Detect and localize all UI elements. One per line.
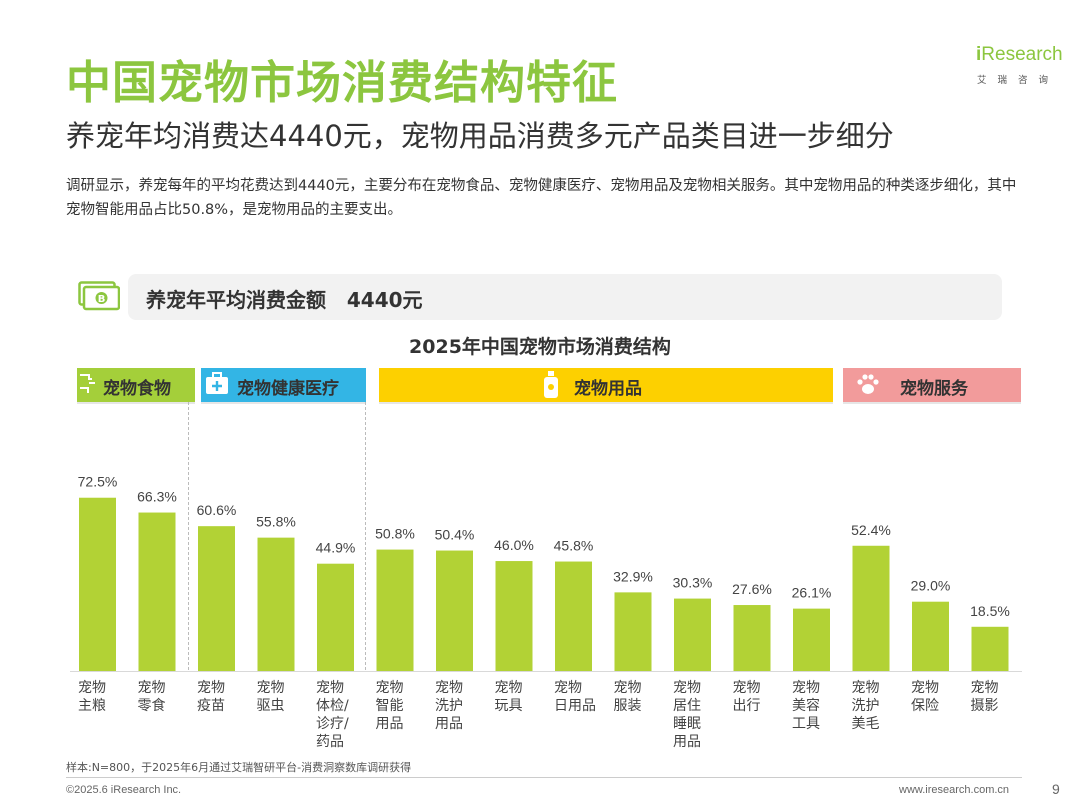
- chart-title: 2025年中国宠物市场消费结构: [409, 336, 671, 358]
- category-tick-label: 宠物出行: [733, 680, 761, 714]
- iresearch-logo: iResearch 艾瑞咨询: [976, 44, 1063, 86]
- category-tick-label: 宠物保险: [911, 680, 939, 714]
- bar-value-label: 30.3%: [673, 575, 713, 591]
- page-number: 9: [1052, 781, 1060, 797]
- bar-value-label: 52.4%: [851, 522, 891, 538]
- money-icon: B: [78, 281, 120, 311]
- page-title: 中国宠物市场消费结构特征: [66, 56, 619, 109]
- bar: [198, 526, 235, 671]
- website-link[interactable]: www.iresearch.com.cn: [899, 784, 1010, 796]
- bar: [138, 512, 176, 671]
- bar-value-label: 32.9%: [613, 568, 653, 584]
- bar-value-label: 46.0%: [494, 537, 534, 553]
- bar: [79, 497, 116, 671]
- category-tick-label: 宠物美容工具: [792, 680, 820, 732]
- bar-value-label: 18.5%: [970, 603, 1010, 619]
- category-tick-label: 宠物玩具: [495, 680, 523, 714]
- food-icon: [80, 374, 95, 393]
- summary-panel: [128, 274, 1002, 320]
- group-separator: [365, 402, 366, 670]
- bar-value-label: 60.6%: [197, 502, 237, 518]
- page-description: 调研显示，养宠每年的平均花费达到4440元，主要分布在宠物食品、宠物健康医疗、宠…: [66, 178, 1017, 218]
- bar-value-label: 27.6%: [732, 581, 772, 597]
- bar-value-label: 72.5%: [78, 474, 118, 490]
- category-label-services: 宠物服务: [900, 379, 968, 399]
- svg-text:B: B: [98, 294, 106, 305]
- bar: [793, 608, 830, 671]
- bar: [436, 550, 473, 671]
- bar: [912, 601, 949, 671]
- category-tick-label: 宠物体检/诊疗/药品: [316, 680, 349, 750]
- group-separator: [188, 402, 189, 670]
- summary-value: 4440元: [346, 288, 423, 312]
- category-header-food: 宠物食物: [77, 368, 195, 404]
- category-label-supplies: 宠物用品: [574, 379, 642, 399]
- bar-value-label: 55.8%: [256, 514, 296, 530]
- category-header-supplies: 宠物用品: [379, 368, 833, 404]
- category-tick-label: 宠物居住睡眠用品: [673, 680, 701, 750]
- category-tick-label: 宠物洗护美毛: [852, 680, 880, 732]
- category-header-services: 宠物服务: [843, 368, 1021, 404]
- bar-value-label: 50.4%: [435, 527, 475, 543]
- bar-value-label: 29.0%: [911, 578, 951, 594]
- bar-value-label: 66.3%: [137, 489, 177, 505]
- bar-chart: 72.5% 宠物主粮 66.3% 宠物零食 60.6% 宠物疫苗 55.8% 宠物驱虫 44.9…: [70, 474, 1022, 750]
- summary-text: 养宠年平均消费金额 4440元: [146, 284, 423, 313]
- category-tick-label: 宠物摄影: [971, 680, 999, 714]
- source-note: 样本:N=800，于2025年6月通过艾瑞智研平台-消费洞察数库调研获得: [66, 761, 412, 774]
- bar-value-label: 50.8%: [375, 526, 415, 542]
- category-tick-label: 宠物日用品: [554, 680, 596, 714]
- category-label-medical: 宠物健康医疗: [237, 379, 339, 399]
- category-tick-label: 宠物疫苗: [197, 680, 225, 714]
- bar: [495, 561, 533, 671]
- bar: [257, 537, 295, 671]
- category-tick-label: 宠物驱虫: [257, 680, 285, 714]
- bar: [733, 605, 771, 671]
- medical-kit-icon: [206, 372, 228, 394]
- bar-value-label: 26.1%: [792, 585, 832, 601]
- bar: [376, 549, 414, 671]
- bar: [674, 598, 711, 671]
- bar-value-label: 45.8%: [554, 538, 594, 554]
- bar: [555, 561, 592, 671]
- category-label-food: 宠物食物: [103, 379, 171, 399]
- bar: [317, 563, 354, 671]
- copyright: ©2025.6 iResearch Inc.: [66, 784, 182, 796]
- bar-value-label: 44.9%: [316, 540, 356, 556]
- category-tick-label: 宠物零食: [138, 680, 166, 714]
- summary-label: 养宠年平均消费金额: [146, 288, 326, 312]
- category-header-medical: 宠物健康医疗: [201, 368, 366, 404]
- category-tick-label: 宠物洗护用品: [435, 680, 463, 732]
- footer-divider: [66, 777, 1022, 778]
- category-tick-label: 宠物主粮: [78, 680, 106, 714]
- bar: [614, 592, 652, 671]
- bar: [971, 626, 1009, 671]
- bar: [852, 545, 890, 671]
- category-tick-label: 宠物服装: [614, 680, 642, 714]
- page-subtitle: 养宠年均消费达4440元，宠物用品消费多元产品类目进一步细分: [66, 119, 894, 153]
- paw-icon: [857, 374, 879, 394]
- category-tick-label: 宠物智能用品: [376, 680, 404, 732]
- shampoo-bottle-icon: [544, 371, 558, 398]
